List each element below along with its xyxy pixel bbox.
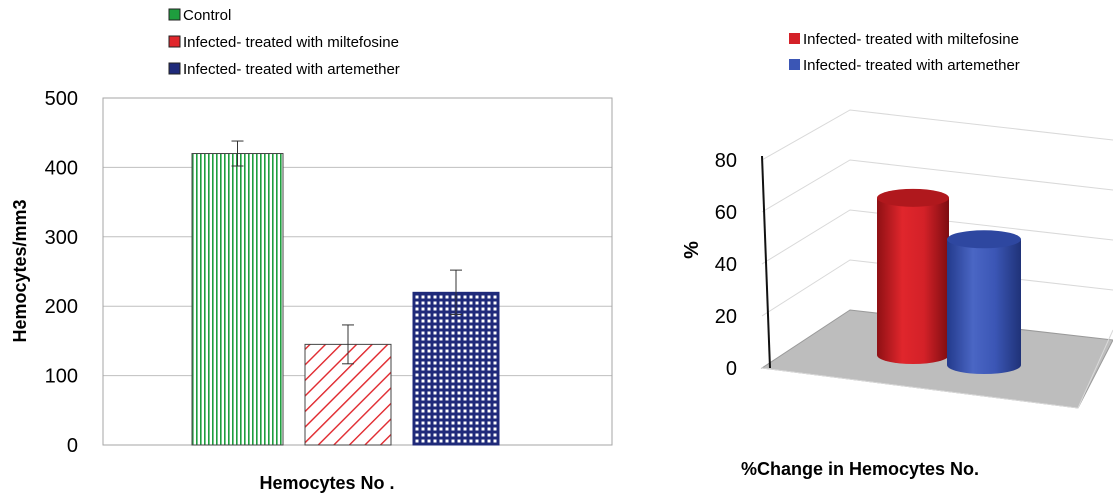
y-axis-label: %: [681, 241, 703, 259]
y-tick-label: 40: [715, 254, 737, 276]
legend-item-0: Infected- treated with miltefosine: [789, 31, 1019, 48]
y-axis-label: Hemocytes/mm3: [10, 199, 30, 342]
bars: [191, 153, 500, 446]
gridline: [761, 109, 1113, 161]
legend-swatch: [168, 62, 181, 75]
legend-label: Control: [183, 7, 231, 24]
cylinder-0: [877, 188, 949, 364]
cylinders: [877, 188, 1021, 374]
gridline: [761, 209, 1113, 265]
percent-change-3d-chart: Infected- treated with miltefosine Infect…: [681, 31, 1113, 479]
y-tick-label: 400: [45, 157, 78, 179]
cylinder-1: [947, 230, 1021, 374]
legend-label: Infected- treated with miltefosine: [183, 34, 399, 51]
error-bars: [231, 140, 462, 365]
y-tick-label: 20: [715, 306, 737, 328]
x-axis-label: Hemocytes No .: [259, 473, 394, 493]
y-tick-label: 500: [45, 88, 78, 110]
gridline: [761, 159, 1113, 213]
y-axis-line: [761, 155, 771, 369]
y-tick-label: 100: [45, 366, 78, 388]
legend-swatch: [789, 59, 800, 70]
legend-swatch: [168, 35, 181, 48]
legend-item-0: Control: [168, 7, 231, 24]
y-tick-label: 0: [726, 358, 737, 380]
error-bar-0: [231, 140, 244, 167]
error-bar-2: [450, 269, 462, 316]
bar-2: [412, 291, 500, 446]
gridline: [761, 259, 1113, 317]
y-tick-label: 80: [715, 150, 737, 172]
legend: Infected- treated with miltefosine Infect…: [789, 31, 1020, 74]
legend-item-2: Infected- treated with artemether: [168, 61, 400, 78]
legend-swatch: [789, 33, 800, 44]
y-tick-label: 300: [45, 227, 78, 249]
legend-label: Infected- treated with artemether: [183, 61, 400, 78]
floor-edge: [761, 329, 1113, 409]
y-tick-label: 0: [67, 435, 78, 457]
legend-label: Infected- treated with artemether: [803, 57, 1020, 74]
legend: Control Infected- treated with miltefosin…: [168, 7, 400, 78]
error-bar-1: [342, 324, 354, 365]
legend-item-1: Infected- treated with artemether: [789, 57, 1020, 74]
chart-title: %Change in Hemocytes No.: [741, 459, 979, 479]
y-axis-ticks: 0 100 200 300 400 500: [45, 88, 78, 457]
bar-0: [191, 153, 284, 446]
y-axis-ticks: 0 20 40 60 80: [715, 150, 737, 380]
hemocytes-bar-chart: Control Infected- treated with miltefosin…: [10, 7, 613, 493]
legend-label: Infected- treated with miltefosine: [803, 31, 1019, 48]
y-tick-label: 200: [45, 296, 78, 318]
legend-swatch: [168, 8, 181, 21]
legend-item-1: Infected- treated with miltefosine: [168, 34, 399, 51]
y-tick-label: 60: [715, 202, 737, 224]
